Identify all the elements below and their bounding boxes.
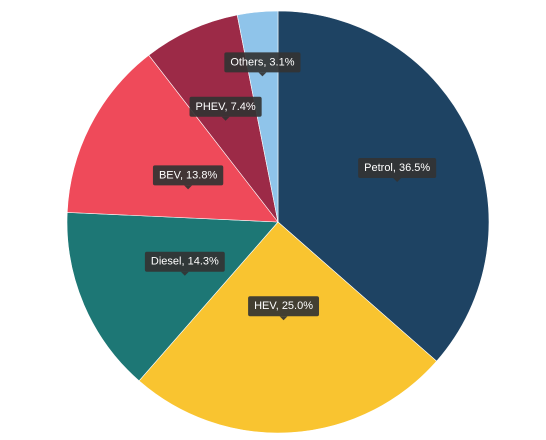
slice-label: Petrol, 36.5%	[358, 158, 437, 183]
pie-slice[interactable]	[66, 54, 279, 223]
slice-label-text: Petrol, 36.5%	[364, 162, 430, 174]
slice-label: BEV, 13.8%	[152, 165, 224, 190]
slice-label: Diesel, 14.3%	[144, 251, 225, 276]
slice-label-text: PHEV, 7.4%	[196, 101, 256, 113]
pie-labels: Petrol, 36.5% HEV, 25.0% Diesel, 14.3% BEV,…	[144, 52, 437, 321]
slice-label-pointer	[180, 271, 189, 276]
slice-label-pointer	[221, 116, 230, 121]
pie-slice[interactable]	[66, 212, 279, 382]
slice-label-box	[224, 52, 301, 73]
slice-label-box	[358, 158, 437, 179]
pie-slice[interactable]	[138, 221, 438, 434]
pie-slices	[66, 10, 490, 434]
slice-label-text: Diesel, 14.3%	[151, 256, 219, 268]
slice-label-box	[248, 296, 320, 317]
slice-label-pointer	[393, 178, 402, 183]
slice-label-box	[152, 165, 224, 186]
slice-label-text: HEV, 25.0%	[254, 300, 313, 312]
slice-label: HEV, 25.0%	[248, 296, 320, 321]
slice-label-pointer	[258, 72, 267, 77]
slice-label: PHEV, 7.4%	[189, 96, 262, 121]
slice-label-pointer	[279, 316, 288, 321]
slice-label-box	[144, 251, 225, 272]
slice-label-box	[189, 96, 262, 117]
slice-label-text: Others, 3.1%	[230, 56, 294, 68]
pie-slice[interactable]	[277, 10, 490, 362]
slice-label-pointer	[184, 185, 193, 190]
slice-label-text: BEV, 13.8%	[159, 169, 218, 181]
slice-label: Others, 3.1%	[224, 52, 301, 77]
